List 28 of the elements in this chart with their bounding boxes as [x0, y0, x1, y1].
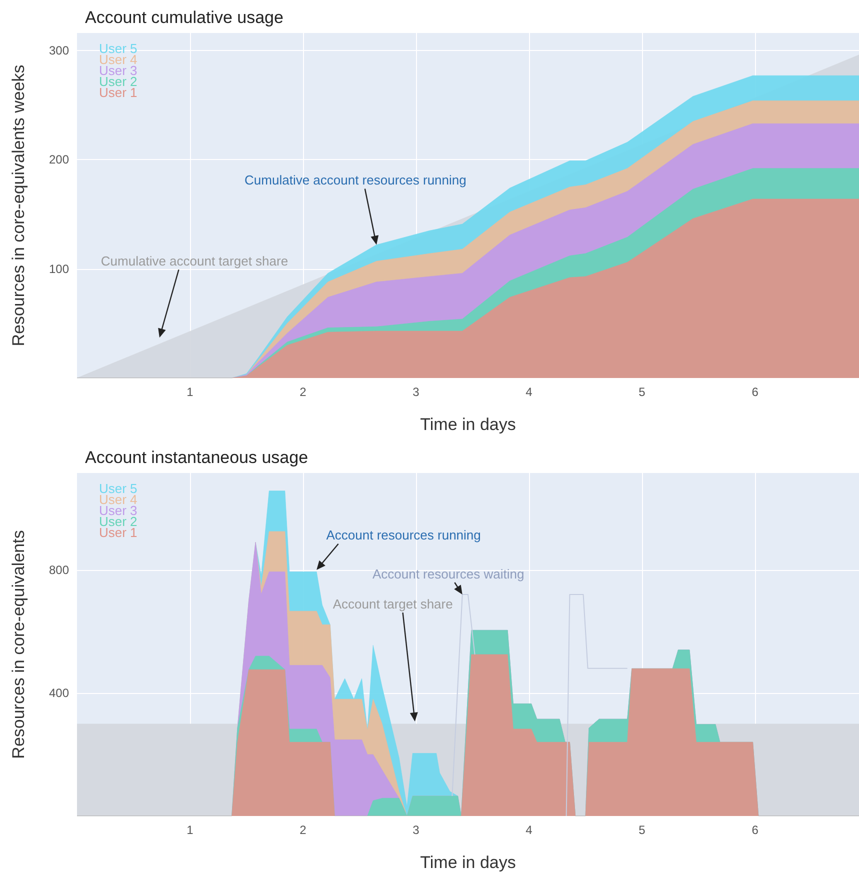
y-tick-label: 200: [48, 152, 70, 167]
chart-title: Account instantaneous usage: [85, 448, 308, 467]
x-tick-label: 3: [412, 385, 420, 399]
y-axis-title: Resources in core-equivalents weeks: [9, 64, 28, 346]
annotation: Account resources running: [326, 527, 481, 542]
x-tick-label: 2: [300, 823, 307, 837]
x-tick-label: 5: [638, 823, 646, 837]
chart-title: Account cumulative usage: [85, 8, 284, 27]
x-tick-label: 3: [412, 823, 420, 837]
y-tick-label: 300: [48, 43, 70, 58]
x-tick-label: 6: [752, 823, 759, 837]
y-tick-label: 100: [48, 262, 70, 276]
x-tick-label: 6: [752, 385, 759, 399]
x-axis-title: Time in days: [420, 853, 516, 872]
annotation: Cumulative account target share: [100, 253, 288, 268]
y-axis-title: Resources in core-equivalents: [9, 530, 28, 759]
x-tick-label: 1: [186, 385, 194, 399]
x-tick-label: 1: [186, 823, 194, 837]
annotation: Account target share: [332, 596, 453, 612]
annotation: Cumulative account resources running: [244, 172, 466, 188]
x-tick-label: 2: [300, 385, 307, 399]
annotation: Account resources waiting: [372, 566, 524, 581]
y-tick-label: 800: [48, 562, 70, 577]
x-axis-title: Time in days: [420, 415, 516, 434]
x-tick-label: 5: [638, 385, 646, 399]
x-tick-label: 4: [526, 385, 533, 399]
x-tick-label: 4: [526, 823, 533, 837]
y-tick-label: 400: [48, 686, 70, 700]
